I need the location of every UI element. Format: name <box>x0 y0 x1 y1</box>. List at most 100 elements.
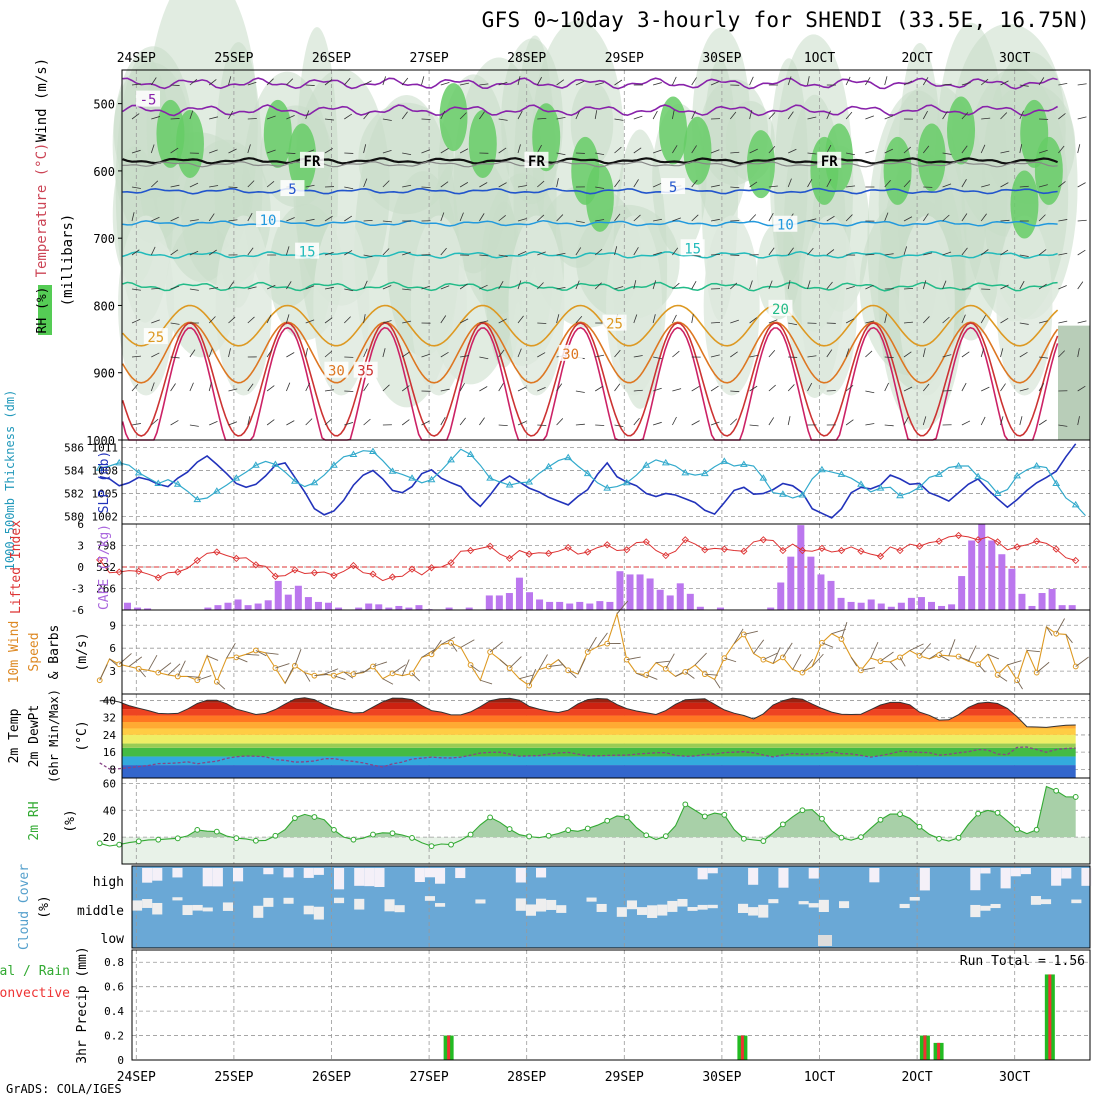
cape-bar <box>627 574 634 610</box>
rh-point <box>1034 827 1039 832</box>
wind10-barb <box>1076 657 1089 666</box>
cloud-mid-gap <box>1041 899 1051 904</box>
cloud-mid-gap <box>1031 896 1041 905</box>
cape-bar <box>415 605 422 610</box>
cloud-high-gap <box>708 868 718 873</box>
contour-label: 25 <box>147 330 164 346</box>
wind10-barb <box>471 665 480 672</box>
cloud-high-gap <box>1051 868 1061 886</box>
bottom-date-label: 3OCT <box>999 1070 1030 1085</box>
cape-bar <box>1039 593 1046 610</box>
cape-bar <box>1069 605 1076 610</box>
contour-label: 20 <box>772 302 789 318</box>
rh-point <box>566 828 571 833</box>
cloud-high-gap <box>213 868 223 886</box>
rh-point <box>722 812 727 817</box>
wind10-barb <box>685 672 694 679</box>
cloud-high-gap <box>425 868 435 877</box>
cape-bar <box>918 597 925 610</box>
rh-shade-low <box>899 215 955 395</box>
rh-point <box>1054 788 1059 793</box>
cloud-high-gap <box>778 868 788 888</box>
cloud-high-gap <box>334 868 344 889</box>
cape-bar <box>315 602 322 610</box>
cloud-mid-gap <box>556 905 566 913</box>
temp-color-band <box>122 694 1090 703</box>
rh-high-core <box>1035 137 1063 205</box>
lifted-index-line <box>100 536 1076 581</box>
cloud-high-gap <box>920 868 930 890</box>
temp-label-a: 2m Temp <box>7 708 22 763</box>
precip-tick-label: 0.6 <box>104 981 124 994</box>
wind10-barb <box>578 658 585 674</box>
cloud-mid-gap <box>748 907 758 915</box>
temp-color-band <box>122 744 1090 748</box>
rh-shade-low <box>118 215 174 395</box>
wind10-barb <box>383 679 393 685</box>
wind10-tick-label: 6 <box>109 642 116 655</box>
cape-bar <box>556 602 563 610</box>
cloud-mid-gap <box>970 905 980 917</box>
cloud-mid-gap <box>910 897 920 901</box>
cape-bar <box>576 602 583 610</box>
cape-bar <box>898 603 905 610</box>
cloud-high-gap <box>1001 868 1011 888</box>
cloud-label-units: (%) <box>37 895 52 918</box>
rh-point <box>663 834 668 839</box>
precip-conv-bar <box>937 1043 940 1060</box>
cape-bar <box>1008 569 1015 610</box>
cape-bar <box>225 603 232 610</box>
precip-tick-label: 0.2 <box>104 1030 124 1043</box>
cloud-mid-gap <box>475 899 485 903</box>
cloud-high-gap <box>1021 868 1031 874</box>
cape-bar <box>817 574 824 610</box>
precip-frame <box>132 950 1090 1060</box>
cloud-mid-gap <box>667 901 677 912</box>
rh-point <box>136 839 141 844</box>
wind10-barb <box>793 654 801 669</box>
cloud-mid-gap <box>991 904 1001 908</box>
contour-label: FR <box>528 154 545 170</box>
cloud-mid-gap <box>1071 900 1081 904</box>
cloud-high-gap <box>233 868 243 881</box>
bottom-date-label: 27SEP <box>410 1070 449 1085</box>
cape-bar <box>616 571 623 610</box>
rh-point <box>800 808 805 813</box>
temp-label-b: 2m DewPt <box>27 705 42 768</box>
rh-point <box>175 836 180 841</box>
wind10-point <box>956 654 961 659</box>
wind10-barb <box>851 657 857 666</box>
wind10-label-c: & Barbs <box>47 625 62 680</box>
rh-point <box>1073 795 1078 800</box>
cloud-mid-gap <box>839 901 849 908</box>
rh-tick-label: 40 <box>103 804 116 817</box>
rh-high-core <box>684 117 712 185</box>
temp-tick-label: 24 <box>103 729 117 742</box>
cape-bar <box>1029 606 1036 610</box>
cloud-mid-gap <box>657 905 667 916</box>
wind10-point <box>722 656 727 661</box>
cape-bar <box>938 606 945 610</box>
cape-bar <box>978 524 985 610</box>
wind10-barb <box>802 659 812 672</box>
temp-tick-label: 8 <box>109 763 116 776</box>
cloud-high-gap <box>1011 868 1021 876</box>
cloud-mid-gap <box>284 898 294 904</box>
cape-bar <box>637 574 644 610</box>
cloud-level-label: middle <box>77 904 124 919</box>
contour-label: 15 <box>299 245 316 261</box>
wind-barb <box>730 220 739 221</box>
cape-bar <box>325 603 332 610</box>
wind-barb <box>286 153 295 154</box>
cape-bar <box>687 594 694 610</box>
wind10-barb <box>1046 627 1052 636</box>
cloud-label-a: Cloud Cover <box>17 864 32 950</box>
rh-point <box>820 816 825 821</box>
cloud-mid-gap <box>900 904 910 908</box>
bottom-date-label: 29SEP <box>605 1070 644 1085</box>
cape-bar <box>1018 594 1025 610</box>
wind10-barb <box>558 660 565 668</box>
pressure-tick-label: 700 <box>93 232 115 246</box>
